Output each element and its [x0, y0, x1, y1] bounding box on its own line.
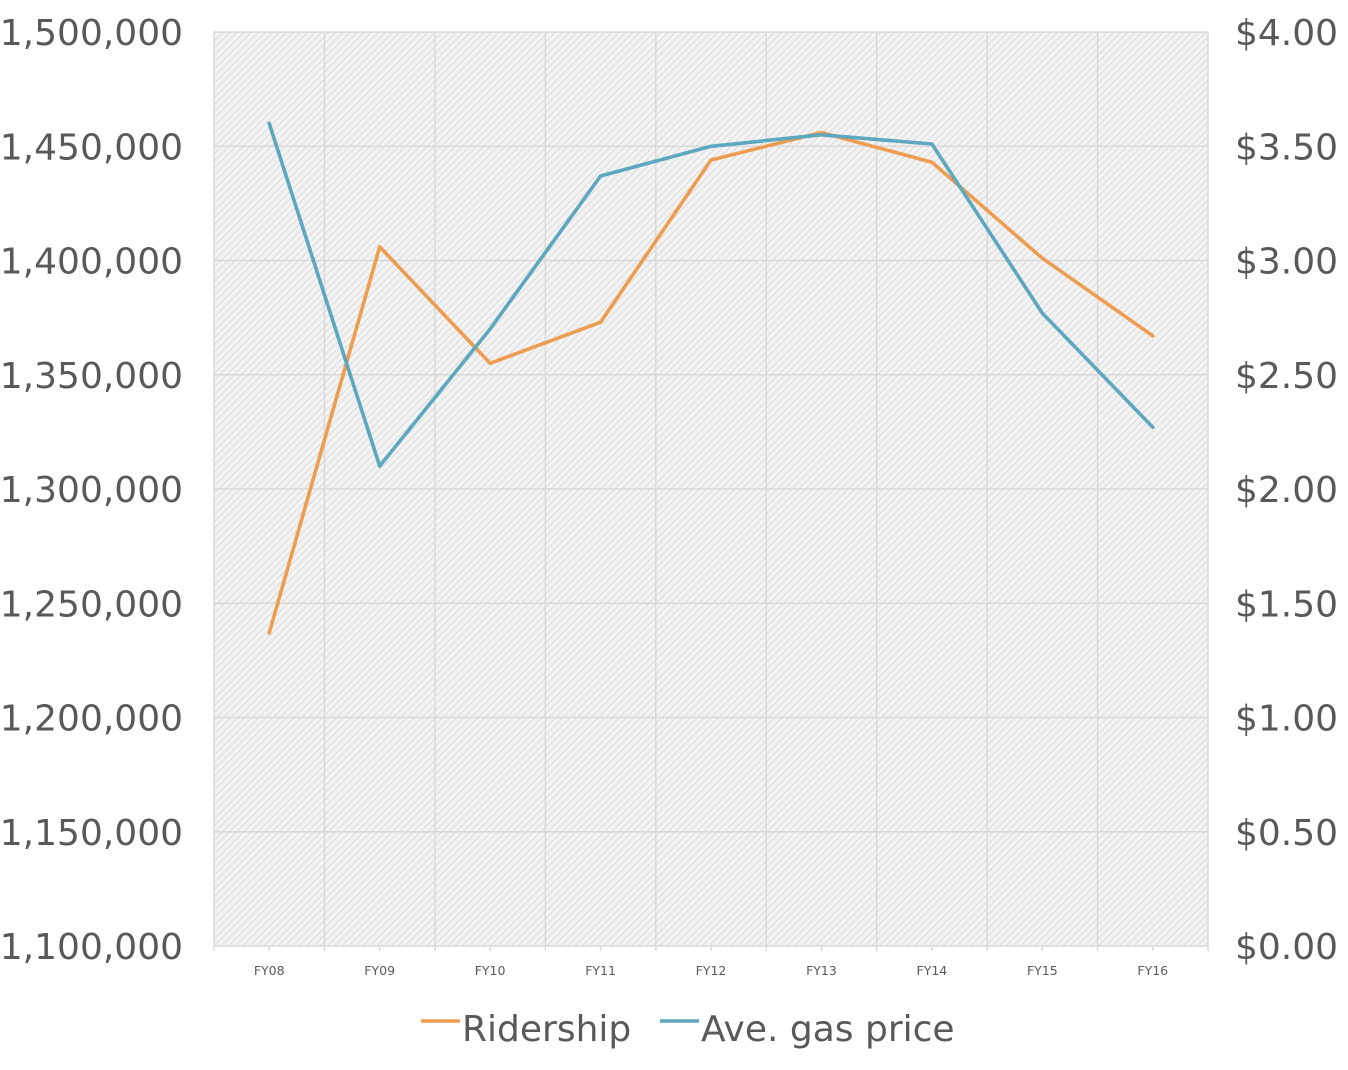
y-right-tick-label: $0.00 [1235, 927, 1338, 968]
gridlines [213, 31, 1209, 951]
x-tick-label: FY13 [806, 963, 837, 978]
y-left-tick-label: 1,350,000 [0, 356, 183, 397]
right-axis: $0.00 $0.50 $1.00 $1.50 $2.00 $2.50 $3.00 $3.50… [1235, 13, 1338, 968]
series-line-ave-gas-price [267, 121, 1155, 468]
y-right-tick-label: $2.50 [1235, 356, 1338, 397]
y-right-tick-label: $0.50 [1235, 813, 1338, 854]
x-tick-label: FY10 [475, 963, 506, 978]
legend-label-ridership: Ridership [462, 1009, 631, 1050]
y-left-tick-label: 1,450,000 [0, 127, 183, 168]
y-right-tick-label: $2.00 [1235, 470, 1338, 511]
y-left-tick-label: 1,300,000 [0, 470, 183, 511]
x-tick-label: FY15 [1027, 963, 1058, 978]
y-left-tick-label: 1,200,000 [0, 699, 183, 740]
series-line-ridership [267, 130, 1155, 635]
legend-label-ave-gas-price: Ave. gas price [701, 1009, 955, 1050]
x-tick-label: FY14 [917, 963, 948, 978]
left-axis: 1,100,000 1,150,000 1,200,000 1,250,000 1,30… [0, 13, 183, 968]
x-tick-label: FY12 [696, 963, 727, 978]
y-right-tick-label: $3.00 [1235, 242, 1338, 283]
y-right-tick-label: $4.00 [1235, 13, 1338, 54]
y-left-tick-label: 1,250,000 [0, 584, 183, 625]
series-lines [267, 121, 1155, 635]
x-tick-label: FY11 [585, 963, 616, 978]
y-left-tick-label: 1,400,000 [0, 242, 183, 283]
y-left-tick-label: 1,100,000 [0, 927, 183, 968]
x-tick-label: FY16 [1137, 963, 1168, 978]
y-left-tick-label: 1,500,000 [0, 13, 183, 54]
legend: Ridership Ave. gas price [421, 1009, 955, 1050]
y-right-tick-label: $1.50 [1235, 584, 1338, 625]
x-axis: FY08 FY09 FY10 FY11 FY12 FY13 FY14 FY15 FY16 [254, 963, 1168, 978]
y-left-tick-label: 1,150,000 [0, 813, 183, 854]
y-right-tick-label: $1.00 [1235, 699, 1338, 740]
x-tick-label: FY09 [364, 963, 395, 978]
y-right-tick-label: $3.50 [1235, 127, 1338, 168]
x-tick-label: FY08 [254, 963, 285, 978]
